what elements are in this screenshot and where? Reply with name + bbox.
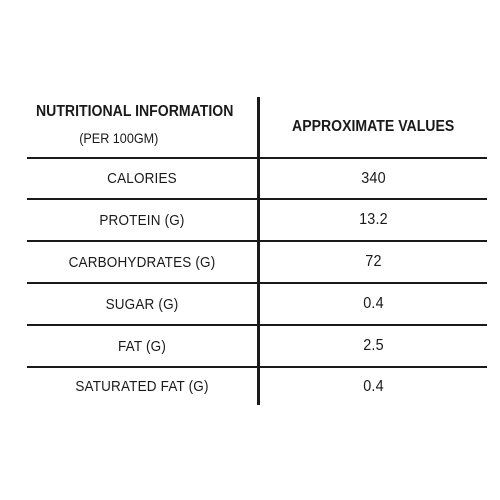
header-values-label: APPROXIMATE VALUES (292, 118, 455, 135)
row-divider (27, 366, 487, 368)
header-subtitle: (PER 100GM) (79, 130, 159, 146)
row-value-protein: 13.2 (359, 211, 388, 228)
row-divider (27, 282, 487, 284)
row-value-sugar: 0.4 (363, 295, 384, 312)
row-label-fat: FAT (G) (117, 337, 167, 355)
row-divider (27, 157, 487, 159)
row-label-protein: PROTEIN (G) (99, 211, 185, 229)
row-divider (27, 324, 487, 326)
header-nutrition-info: NUTRITIONAL INFORMATION (PER 100GM) (36, 101, 251, 149)
column-divider (257, 97, 260, 405)
row-label-calories: CALORIES (107, 170, 177, 187)
header-approximate-values: APPROXIMATE VALUES (260, 97, 487, 157)
row-value-carbohydrates: 72 (365, 253, 382, 270)
row-divider (27, 240, 487, 242)
header-title: NUTRITIONAL INFORMATION (36, 103, 234, 120)
row-value-saturated-fat: 0.4 (363, 377, 384, 395)
row-value-calories: 340 (361, 169, 386, 187)
row-label-carbohydrates: CARBOHYDRATES (G) (68, 253, 216, 271)
row-value-fat: 2.5 (363, 337, 384, 354)
row-label-sugar: SUGAR (G) (105, 295, 179, 313)
row-divider (27, 198, 487, 200)
row-label-saturated-fat: SATURATED FAT (G) (75, 378, 209, 395)
